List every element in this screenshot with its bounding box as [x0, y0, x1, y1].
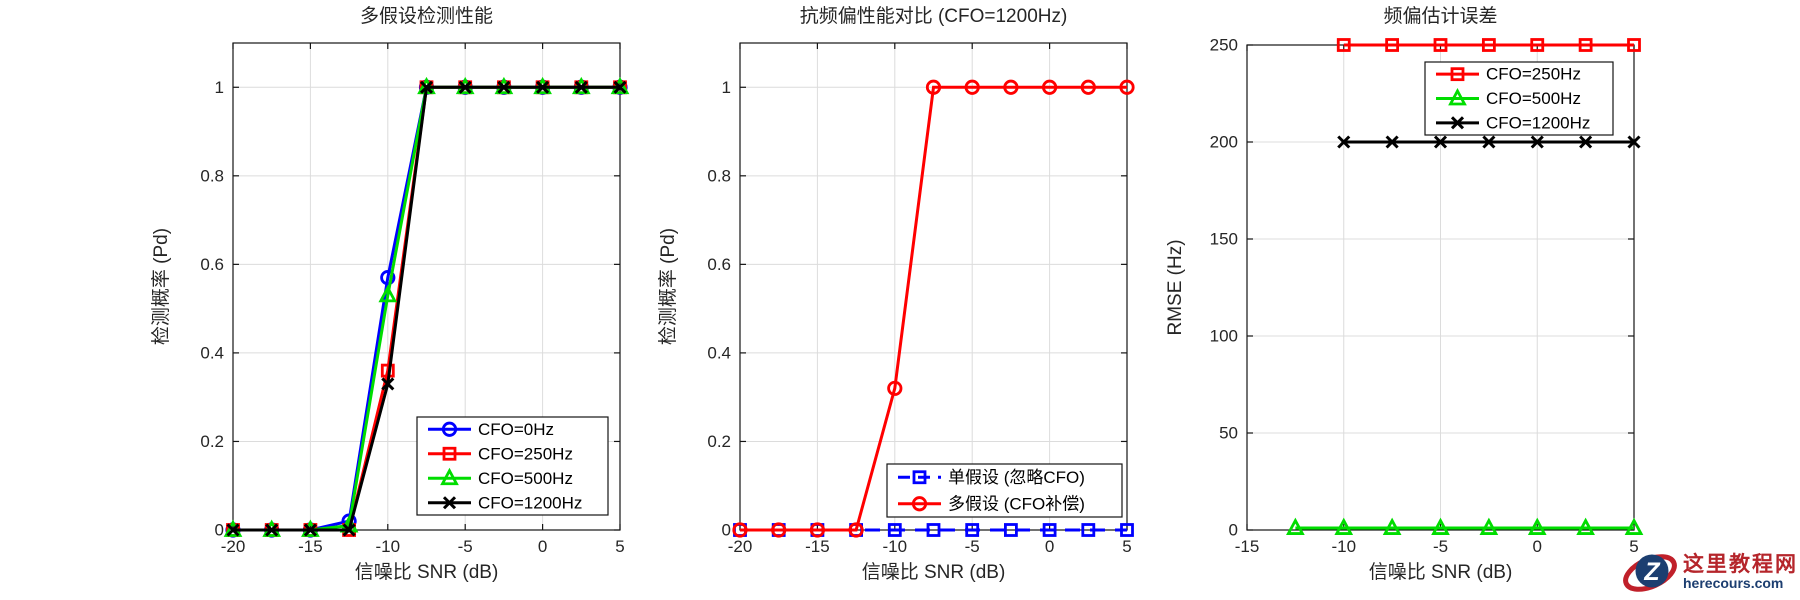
series-多假设 (CFO补偿): [732, 79, 1135, 538]
axes-box: [232, 42, 621, 531]
gridlines: [739, 43, 1128, 531]
x-tick-label: 0: [1533, 537, 1542, 556]
x-tick-label: -5: [1433, 537, 1448, 556]
x-tick-label: -5: [458, 537, 473, 556]
watermark: Z 这里教程网 herecours.com: [1623, 546, 1798, 598]
y-tick-label: 0.6: [707, 255, 731, 274]
y-tick-label: 0.6: [200, 255, 224, 274]
legend-entry-label: CFO=500Hz: [478, 469, 573, 488]
y-tick-label: 1: [722, 78, 731, 97]
legend-entry-label: CFO=250Hz: [1486, 65, 1581, 84]
watermark-logo-letter: Z: [1643, 558, 1661, 586]
ticks: -20 -15 -10 -5 0 5 0 0.2 0.4 0.6 0.8 1: [707, 43, 1132, 556]
x-tick-label: -15: [805, 537, 830, 556]
x-tick-label: 5: [615, 537, 624, 556]
y-axis-label: 检测概率 (Pd): [657, 228, 679, 345]
legend-1: 单假设 (忽略CFO) 多假设 (CFO补偿): [886, 463, 1123, 518]
watermark-site-name: 这里教程网: [1683, 552, 1798, 576]
series-CFO=250Hz: [1336, 38, 1641, 52]
y-tick-label: 0.2: [200, 432, 224, 451]
x-tick-label: 5: [1629, 537, 1638, 556]
chart-title: 多假设检测性能: [360, 5, 493, 27]
series-CFO=500Hz: [1286, 517, 1644, 535]
legend-entry-label: CFO=1200Hz: [478, 493, 582, 512]
x-tick-label: -10: [883, 537, 908, 556]
x-tick-label: 0: [1045, 537, 1054, 556]
y-tick-label: 1: [215, 78, 224, 97]
y-tick-label: 50: [1219, 424, 1238, 443]
legend-entry-label: 多假设 (CFO补偿): [948, 494, 1085, 513]
x-axis-label: 信噪比 SNR (dB): [862, 561, 1006, 583]
x-tick-label: -15: [298, 537, 323, 556]
y-tick-label: 0.8: [200, 166, 224, 185]
axes-box: [739, 42, 1128, 531]
ticks: -20 -15 -10 -5 0 5 0 0.2 0.4 0.6 0.8 1: [200, 43, 625, 556]
y-tick-label: 250: [1210, 36, 1238, 55]
legend-entry-label: CFO=250Hz: [478, 444, 573, 463]
legend-entry-label: CFO=500Hz: [1486, 89, 1581, 108]
y-tick-label: 0.4: [707, 343, 731, 362]
series-CFO=1200Hz: [226, 80, 627, 537]
x-axis-label: 信噪比 SNR (dB): [355, 561, 499, 583]
legend-2: CFO=250Hz CFO=500Hz CFO=1200Hz: [1424, 61, 1614, 136]
y-tick-label: 0.8: [707, 166, 731, 185]
legend-entry-label: CFO=0Hz: [478, 420, 554, 439]
y-tick-label: 100: [1210, 327, 1238, 346]
chart-panel-1: -20 -15 -10 -5 0 5 0 0.2 0.4 0.6 0.8 1 抗频偏性能对比 (CFO=…: [657, 5, 1135, 583]
legend-entry-label: CFO=1200Hz: [1486, 113, 1590, 132]
y-tick-label: 0.2: [707, 432, 731, 451]
y-tick-label: 0: [1229, 521, 1238, 540]
watermark-z-logo-icon: Z: [1623, 554, 1677, 592]
legend-0: CFO=0Hz CFO=250Hz CFO=500Hz CFO=1200Hz: [416, 416, 609, 516]
x-tick-label: -10: [376, 537, 401, 556]
legend-entry-label: 单假设 (忽略CFO): [948, 468, 1085, 487]
chart-title: 频偏估计误差: [1383, 5, 1497, 27]
y-axis-label: 检测概率 (Pd): [150, 228, 172, 345]
y-tick-label: 150: [1210, 230, 1238, 249]
y-tick-label: 200: [1210, 133, 1238, 152]
y-axis-label: RMSE (Hz): [1165, 239, 1186, 335]
x-tick-label: 5: [1122, 537, 1131, 556]
chart-title: 抗频偏性能对比 (CFO=1200Hz): [800, 5, 1068, 27]
y-tick-label: 0.4: [200, 343, 224, 362]
x-tick-label: -5: [965, 537, 980, 556]
x-tick-label: -20: [221, 537, 246, 556]
y-tick-label: 0: [722, 521, 731, 540]
x-tick-label: 0: [538, 537, 547, 556]
y-tick-label: 0: [215, 521, 224, 540]
series-CFO=1200Hz: [1337, 135, 1641, 149]
x-tick-label: -20: [728, 537, 753, 556]
x-axis-label: 信噪比 SNR (dB): [1369, 561, 1513, 583]
watermark-site-domain: herecours.com: [1683, 574, 1784, 591]
x-tick-label: -15: [1235, 537, 1260, 556]
x-tick-label: -10: [1331, 537, 1356, 556]
